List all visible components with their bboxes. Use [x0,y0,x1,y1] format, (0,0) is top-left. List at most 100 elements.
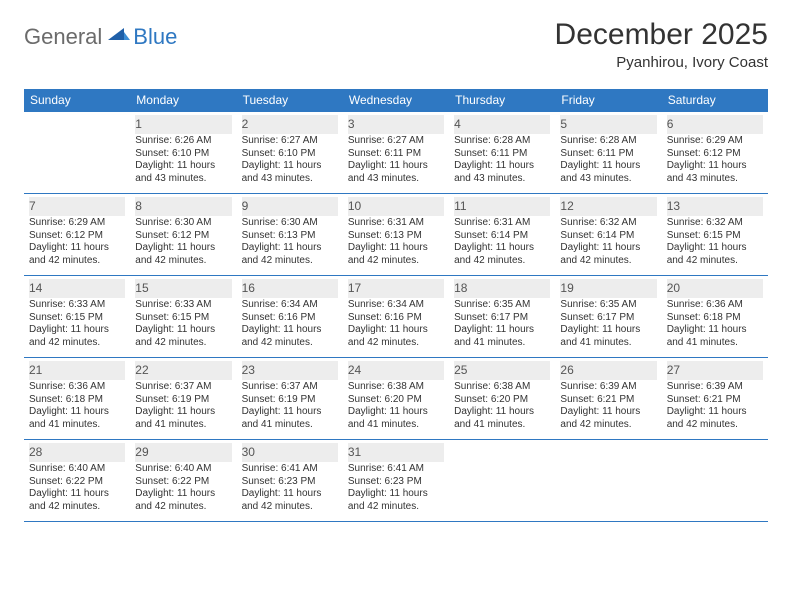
sunrise-line: Sunrise: 6:31 AM [348,217,444,230]
daylight-line: Daylight: 11 hours and 42 minutes. [242,488,338,513]
calendar-day-cell: 10Sunrise: 6:31 AMSunset: 6:13 PMDayligh… [343,194,449,276]
location-label: Pyanhirou, Ivory Coast [555,54,768,71]
daylight-line: Daylight: 11 hours and 42 minutes. [135,324,231,349]
calendar-day-cell: 18Sunrise: 6:35 AMSunset: 6:17 PMDayligh… [449,276,555,358]
daylight-line: Daylight: 11 hours and 42 minutes. [348,488,444,513]
calendar-day-cell: 16Sunrise: 6:34 AMSunset: 6:16 PMDayligh… [237,276,343,358]
sunrise-line: Sunrise: 6:32 AM [667,217,763,230]
sunset-line: Sunset: 6:22 PM [135,476,231,489]
daylight-line: Daylight: 11 hours and 43 minutes. [135,160,231,185]
sunset-line: Sunset: 6:23 PM [348,476,444,489]
calendar-day-cell: 31Sunrise: 6:41 AMSunset: 6:23 PMDayligh… [343,440,449,522]
calendar-day-cell: 4Sunrise: 6:28 AMSunset: 6:11 PMDaylight… [449,112,555,194]
daylight-line: Daylight: 11 hours and 42 minutes. [348,242,444,267]
calendar-day-cell: 12Sunrise: 6:32 AMSunset: 6:14 PMDayligh… [555,194,661,276]
calendar-day-cell: 28Sunrise: 6:40 AMSunset: 6:22 PMDayligh… [24,440,130,522]
sunrise-line: Sunrise: 6:34 AM [242,299,338,312]
weekday-header: Friday [555,89,661,112]
day-number: 8 [135,197,231,216]
calendar-day-cell: 25Sunrise: 6:38 AMSunset: 6:20 PMDayligh… [449,358,555,440]
day-number: 16 [242,279,338,298]
daylight-line: Daylight: 11 hours and 42 minutes. [242,324,338,349]
sunset-line: Sunset: 6:18 PM [667,312,763,325]
daylight-line: Daylight: 11 hours and 41 minutes. [667,324,763,349]
calendar-week-row: 28Sunrise: 6:40 AMSunset: 6:22 PMDayligh… [24,440,768,522]
sunrise-line: Sunrise: 6:26 AM [135,135,231,148]
sunset-line: Sunset: 6:11 PM [348,148,444,161]
sunset-line: Sunset: 6:12 PM [29,230,125,243]
daylight-line: Daylight: 11 hours and 41 minutes. [135,406,231,431]
sunrise-line: Sunrise: 6:32 AM [560,217,656,230]
sunset-line: Sunset: 6:12 PM [135,230,231,243]
sunrise-line: Sunrise: 6:41 AM [348,463,444,476]
sunrise-line: Sunrise: 6:28 AM [560,135,656,148]
weekday-header: Wednesday [343,89,449,112]
daylight-line: Daylight: 11 hours and 42 minutes. [667,242,763,267]
sunrise-line: Sunrise: 6:33 AM [29,299,125,312]
calendar-day-cell: 21Sunrise: 6:36 AMSunset: 6:18 PMDayligh… [24,358,130,440]
calendar-day-cell [555,440,661,522]
day-number: 13 [667,197,763,216]
calendar-day-cell: 27Sunrise: 6:39 AMSunset: 6:21 PMDayligh… [662,358,768,440]
daylight-line: Daylight: 11 hours and 42 minutes. [667,406,763,431]
calendar-day-cell: 29Sunrise: 6:40 AMSunset: 6:22 PMDayligh… [130,440,236,522]
daylight-line: Daylight: 11 hours and 43 minutes. [560,160,656,185]
daylight-line: Daylight: 11 hours and 42 minutes. [560,406,656,431]
day-number: 22 [135,361,231,380]
day-number: 17 [348,279,444,298]
calendar-day-cell: 3Sunrise: 6:27 AMSunset: 6:11 PMDaylight… [343,112,449,194]
calendar-day-cell: 24Sunrise: 6:38 AMSunset: 6:20 PMDayligh… [343,358,449,440]
sunset-line: Sunset: 6:14 PM [560,230,656,243]
logo-word-blue: Blue [133,24,177,50]
sunset-line: Sunset: 6:15 PM [29,312,125,325]
sunset-line: Sunset: 6:11 PM [454,148,550,161]
day-number: 11 [454,197,550,216]
day-number: 12 [560,197,656,216]
daylight-line: Daylight: 11 hours and 42 minutes. [29,242,125,267]
daylight-line: Daylight: 11 hours and 42 minutes. [29,324,125,349]
sunset-line: Sunset: 6:21 PM [560,394,656,407]
weekday-header: Monday [130,89,236,112]
daylight-line: Daylight: 11 hours and 41 minutes. [560,324,656,349]
daylight-line: Daylight: 11 hours and 41 minutes. [29,406,125,431]
calendar-day-cell: 6Sunrise: 6:29 AMSunset: 6:12 PMDaylight… [662,112,768,194]
daylight-line: Daylight: 11 hours and 43 minutes. [242,160,338,185]
day-number: 21 [29,361,125,380]
logo-mark-icon [108,26,130,49]
sunset-line: Sunset: 6:19 PM [242,394,338,407]
calendar-day-cell: 20Sunrise: 6:36 AMSunset: 6:18 PMDayligh… [662,276,768,358]
sunset-line: Sunset: 6:19 PM [135,394,231,407]
day-number: 19 [560,279,656,298]
sunrise-line: Sunrise: 6:36 AM [667,299,763,312]
day-number: 27 [667,361,763,380]
sunrise-line: Sunrise: 6:41 AM [242,463,338,476]
day-number: 1 [135,115,231,134]
calendar-day-cell: 26Sunrise: 6:39 AMSunset: 6:21 PMDayligh… [555,358,661,440]
daylight-line: Daylight: 11 hours and 41 minutes. [454,324,550,349]
day-number: 7 [29,197,125,216]
weekday-header: Sunday [24,89,130,112]
weekday-header: Tuesday [237,89,343,112]
sunset-line: Sunset: 6:20 PM [348,394,444,407]
day-number: 2 [242,115,338,134]
sunrise-line: Sunrise: 6:27 AM [348,135,444,148]
day-number: 31 [348,443,444,462]
daylight-line: Daylight: 11 hours and 41 minutes. [242,406,338,431]
sunrise-line: Sunrise: 6:37 AM [135,381,231,394]
daylight-line: Daylight: 11 hours and 43 minutes. [454,160,550,185]
day-number: 14 [29,279,125,298]
daylight-line: Daylight: 11 hours and 41 minutes. [348,406,444,431]
day-number: 4 [454,115,550,134]
calendar-day-cell: 8Sunrise: 6:30 AMSunset: 6:12 PMDaylight… [130,194,236,276]
sunset-line: Sunset: 6:22 PM [29,476,125,489]
calendar-day-cell [24,112,130,194]
sunset-line: Sunset: 6:17 PM [454,312,550,325]
calendar-day-cell: 11Sunrise: 6:31 AMSunset: 6:14 PMDayligh… [449,194,555,276]
calendar-day-cell: 7Sunrise: 6:29 AMSunset: 6:12 PMDaylight… [24,194,130,276]
day-number: 30 [242,443,338,462]
weekday-header-row: SundayMondayTuesdayWednesdayThursdayFrid… [24,89,768,112]
sunset-line: Sunset: 6:18 PM [29,394,125,407]
sunset-line: Sunset: 6:13 PM [348,230,444,243]
day-number: 3 [348,115,444,134]
sunset-line: Sunset: 6:20 PM [454,394,550,407]
